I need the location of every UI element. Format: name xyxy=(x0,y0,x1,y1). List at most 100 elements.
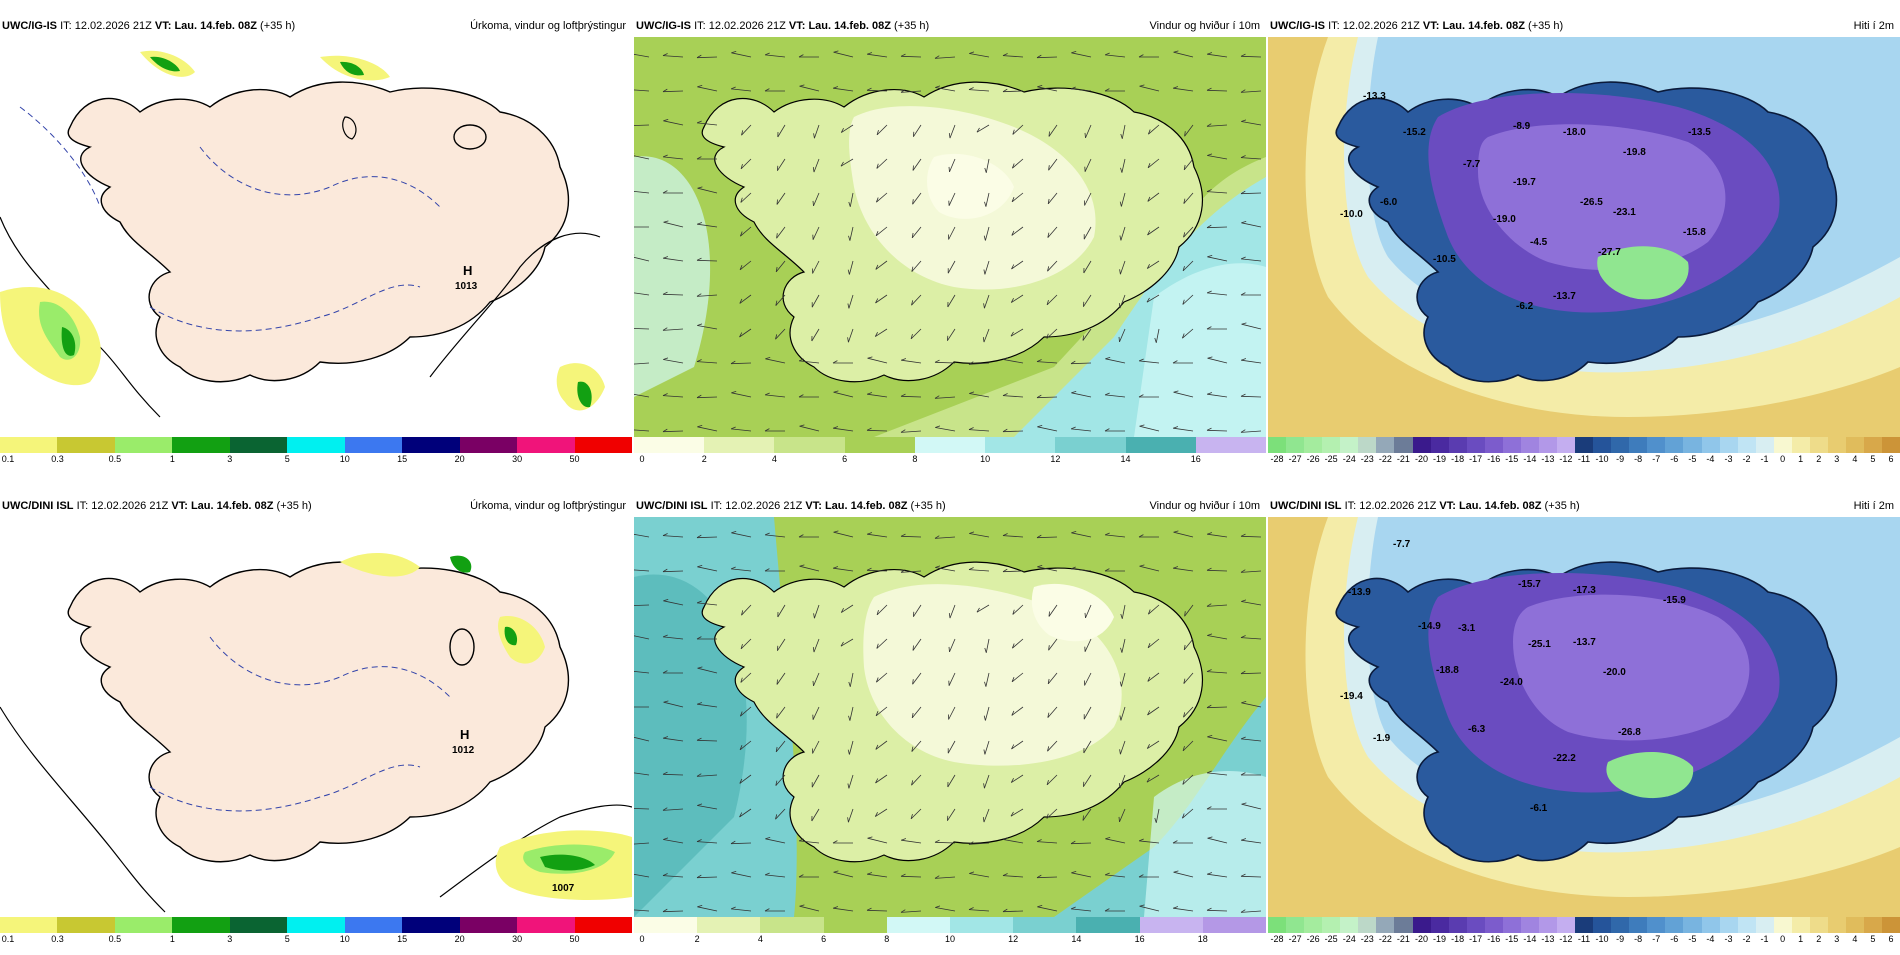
colorbar-tick-label: -1 xyxy=(1761,934,1769,944)
colorbar-swatch xyxy=(1431,437,1449,453)
colorbar-tick-label: 1 xyxy=(1798,454,1803,464)
temp-value-label: -24.0 xyxy=(1500,677,1523,688)
colorbar-tick-label: 50 xyxy=(570,454,580,464)
panel-wind-top: UWC/IG-IS IT: 12.02.2026 21Z VT: Lau. 14… xyxy=(634,15,1266,475)
colorbar-tick-label: 12 xyxy=(1008,934,1018,944)
colorbar-swatch xyxy=(1611,437,1629,453)
wind-arrow-head xyxy=(1085,613,1086,618)
colorbar-tick-label: -24 xyxy=(1343,934,1356,944)
temp-colorbar xyxy=(1268,917,1900,933)
pressure-high-marker: H xyxy=(460,727,469,742)
colorbar-tick-label: -1 xyxy=(1761,454,1769,464)
wind-arrow-head xyxy=(1119,817,1120,822)
colorbar-swatch xyxy=(824,917,887,933)
colorbar-swatch xyxy=(1792,917,1810,933)
colorbar-tick-label: 6 xyxy=(821,934,826,944)
colorbar-tick-label: 14 xyxy=(1121,454,1131,464)
colorbar-swatch xyxy=(1304,917,1322,933)
panel-header: UWC/IG-IS IT: 12.02.2026 21Z VT: Lau. 14… xyxy=(0,15,632,37)
colorbar-tick-label: 5 xyxy=(1870,454,1875,464)
colorbar-tick-label: 6 xyxy=(842,454,847,464)
colorbar-swatch xyxy=(1485,437,1503,453)
colorbar-swatch xyxy=(1485,917,1503,933)
temp-value-label: -15.8 xyxy=(1683,227,1706,238)
wind-arrow-head xyxy=(1049,612,1050,617)
colorbar-swatch xyxy=(985,437,1055,453)
colorbar-swatch xyxy=(1196,437,1266,453)
colorbar-swatch xyxy=(230,917,287,933)
colorbar-tick-label: -8 xyxy=(1634,934,1642,944)
temp-value-label: -1.9 xyxy=(1373,733,1391,744)
colorbar-tick-label: -16 xyxy=(1487,934,1500,944)
colorbar-swatch xyxy=(172,437,229,453)
colorbar-tick-label: -16 xyxy=(1487,454,1500,464)
colorbar-tick-label: 6 xyxy=(1888,934,1893,944)
colorbar-tick-label: 6 xyxy=(1888,454,1893,464)
wind-map xyxy=(634,37,1266,437)
colorbar-swatch xyxy=(1575,437,1593,453)
colorbar-swatch xyxy=(1629,917,1647,933)
colorbar-tick-label: 2 xyxy=(1816,454,1821,464)
colorbar-swatch xyxy=(345,917,402,933)
colorbar-tick-label: 0.5 xyxy=(109,454,122,464)
temp-value-label: -6.2 xyxy=(1516,301,1534,312)
panel-header: UWC/DINI ISL IT: 12.02.2026 21Z VT: Lau.… xyxy=(1268,495,1900,517)
temp-value-label: -13.3 xyxy=(1363,91,1386,102)
panel-title: Úrkoma, vindur og loftþrýstingur xyxy=(470,495,626,517)
wind-arrow-head xyxy=(813,681,814,686)
temp-value-label: -27.7 xyxy=(1598,247,1621,258)
colorbar-tick-label: -8 xyxy=(1634,454,1642,464)
colorbar-swatch xyxy=(1076,917,1139,933)
colorbar-tick-label: -5 xyxy=(1688,454,1696,464)
colorbar-tick-label: -20 xyxy=(1415,934,1428,944)
colorbar-swatch xyxy=(1774,917,1792,933)
colorbar-tick-label: 2 xyxy=(702,454,707,464)
colorbar-tick-label: -14 xyxy=(1523,934,1536,944)
colorbar-swatch xyxy=(57,917,114,933)
colorbar-swatch xyxy=(1810,917,1828,933)
colorbar-swatch xyxy=(760,917,823,933)
colorbar-swatch xyxy=(1557,917,1575,933)
colorbar-swatch xyxy=(1286,917,1304,933)
colorbar-tick-label: 0 xyxy=(639,934,644,944)
wind-arrow-head xyxy=(777,200,778,205)
temp-value-label: -13.9 xyxy=(1348,587,1371,598)
colorbar-tick-label: 16 xyxy=(1135,934,1145,944)
panel-precip-bottom: UWC/DINI ISL IT: 12.02.2026 21Z VT: Lau.… xyxy=(0,495,632,955)
temp-value-label: -19.7 xyxy=(1513,177,1536,188)
colorbar-tick-label: 12 xyxy=(1050,454,1060,464)
colorbar-swatch xyxy=(1394,917,1412,933)
temp-value-label: -19.0 xyxy=(1493,214,1516,225)
colorbar-tick-label: 10 xyxy=(340,454,350,464)
colorbar-swatch xyxy=(1665,917,1683,933)
colorbar-tick-label: -10 xyxy=(1596,454,1609,464)
colorbar-swatch xyxy=(845,437,915,453)
temp-value-label: -13.7 xyxy=(1553,291,1576,302)
wind-arrow-head xyxy=(913,166,914,171)
colorbar-tick-label: 10 xyxy=(980,454,990,464)
colorbar-swatch xyxy=(1593,437,1611,453)
colorbar-tick-label: -26 xyxy=(1307,454,1320,464)
panel-header: UWC/IG-IS IT: 12.02.2026 21Z VT: Lau. 14… xyxy=(1268,15,1900,37)
colorbar-swatch xyxy=(345,437,402,453)
colorbar-tick-label: -18 xyxy=(1451,934,1464,944)
colorbar-swatch xyxy=(1322,437,1340,453)
colorbar-swatch xyxy=(460,917,517,933)
colorbar-swatch xyxy=(950,917,1013,933)
colorbar-swatch xyxy=(1503,437,1521,453)
colorbar-swatch xyxy=(1846,917,1864,933)
panel-title: Úrkoma, vindur og loftþrýstingur xyxy=(470,15,626,37)
temp-value-label: -15.2 xyxy=(1403,127,1426,138)
wind-arrow-head xyxy=(949,647,950,652)
colorbar-tick-label: -19 xyxy=(1433,934,1446,944)
pressure-high-value: 1012 xyxy=(452,745,475,756)
colorbar-swatch xyxy=(1810,437,1828,453)
colorbar-tick-label: -11 xyxy=(1578,454,1590,464)
colorbar-swatch xyxy=(575,437,632,453)
colorbar-swatch xyxy=(1575,917,1593,933)
temp-value-label: -10.0 xyxy=(1340,209,1363,220)
colorbar-tick-label: -22 xyxy=(1379,934,1392,944)
precip-map: H 1012 1007 xyxy=(0,517,632,917)
colorbar-swatch xyxy=(115,437,172,453)
